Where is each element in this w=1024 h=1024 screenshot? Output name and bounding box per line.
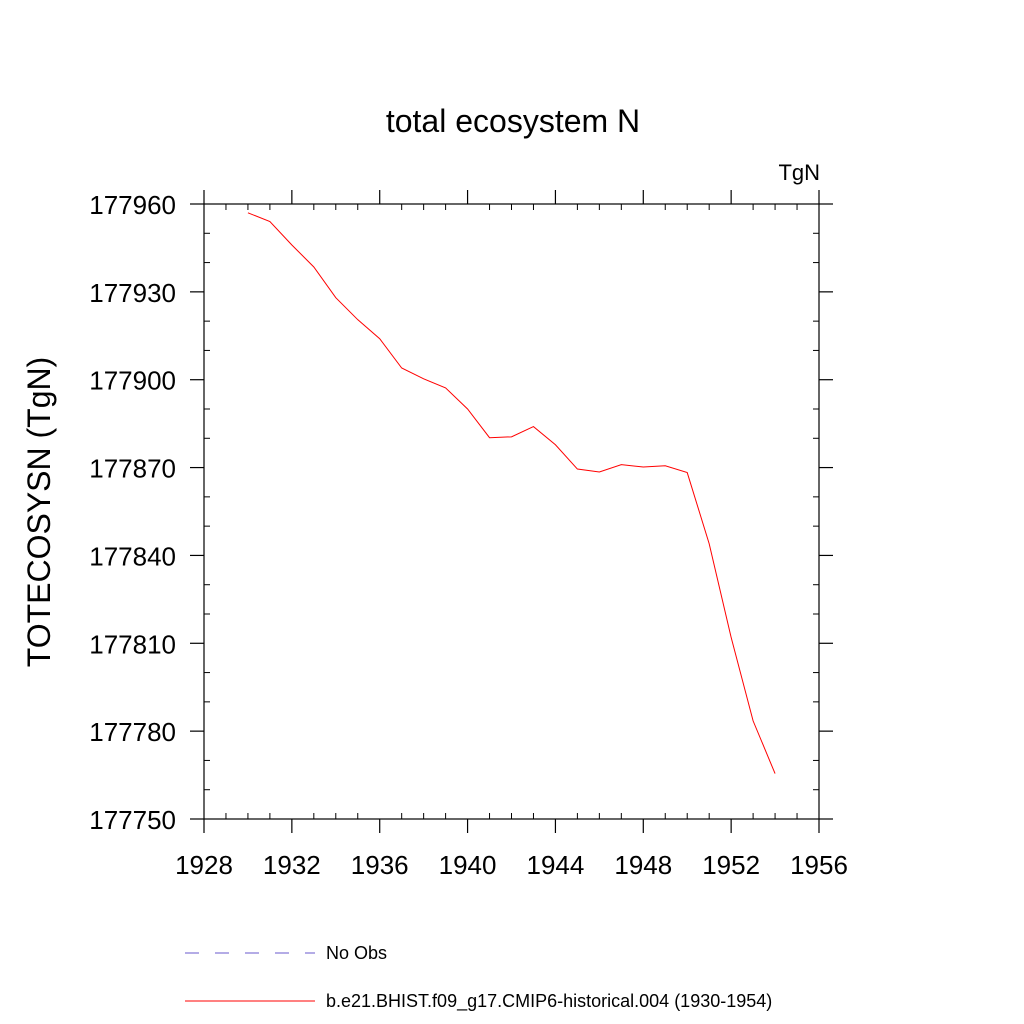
x-tick-label: 1940	[439, 850, 497, 880]
tick-labels: 1928 1932 1936 1940 1944 1948 1952 1956 177750 17…	[89, 190, 848, 880]
x-tick-label: 1952	[702, 850, 760, 880]
legend-label-no-obs: No Obs	[326, 943, 387, 963]
x-tick-label: 1936	[351, 850, 409, 880]
y-tick-label: 177960	[89, 190, 176, 220]
series-line-historical	[247, 212, 776, 774]
y-axis-label: TOTECOSYSN (TgN)	[21, 357, 57, 668]
y-tick-label: 177780	[89, 717, 176, 747]
tick-group	[190, 190, 833, 833]
y-tick-label: 177810	[89, 629, 176, 659]
x-tick-label: 1944	[527, 850, 585, 880]
x-tick-label: 1956	[790, 850, 848, 880]
chart-title: total ecosystem N	[386, 103, 640, 139]
legend: No Obs b.e21.BHIST.f09_g17.CMIP6-histori…	[185, 943, 772, 1012]
y-tick-label: 177930	[89, 278, 176, 308]
x-tick-label: 1948	[614, 850, 672, 880]
y-tick-label: 177840	[89, 541, 176, 571]
units-label: TgN	[778, 160, 820, 185]
y-tick-label: 177870	[89, 454, 176, 484]
legend-label-historical: b.e21.BHIST.f09_g17.CMIP6-historical.004…	[326, 991, 772, 1012]
series-layer	[247, 212, 776, 774]
x-tick-label: 1928	[175, 850, 233, 880]
y-tick-label: 177750	[89, 805, 176, 835]
y-tick-label: 177900	[89, 366, 176, 396]
plot-frame	[203, 203, 820, 820]
x-tick-label: 1932	[263, 850, 321, 880]
